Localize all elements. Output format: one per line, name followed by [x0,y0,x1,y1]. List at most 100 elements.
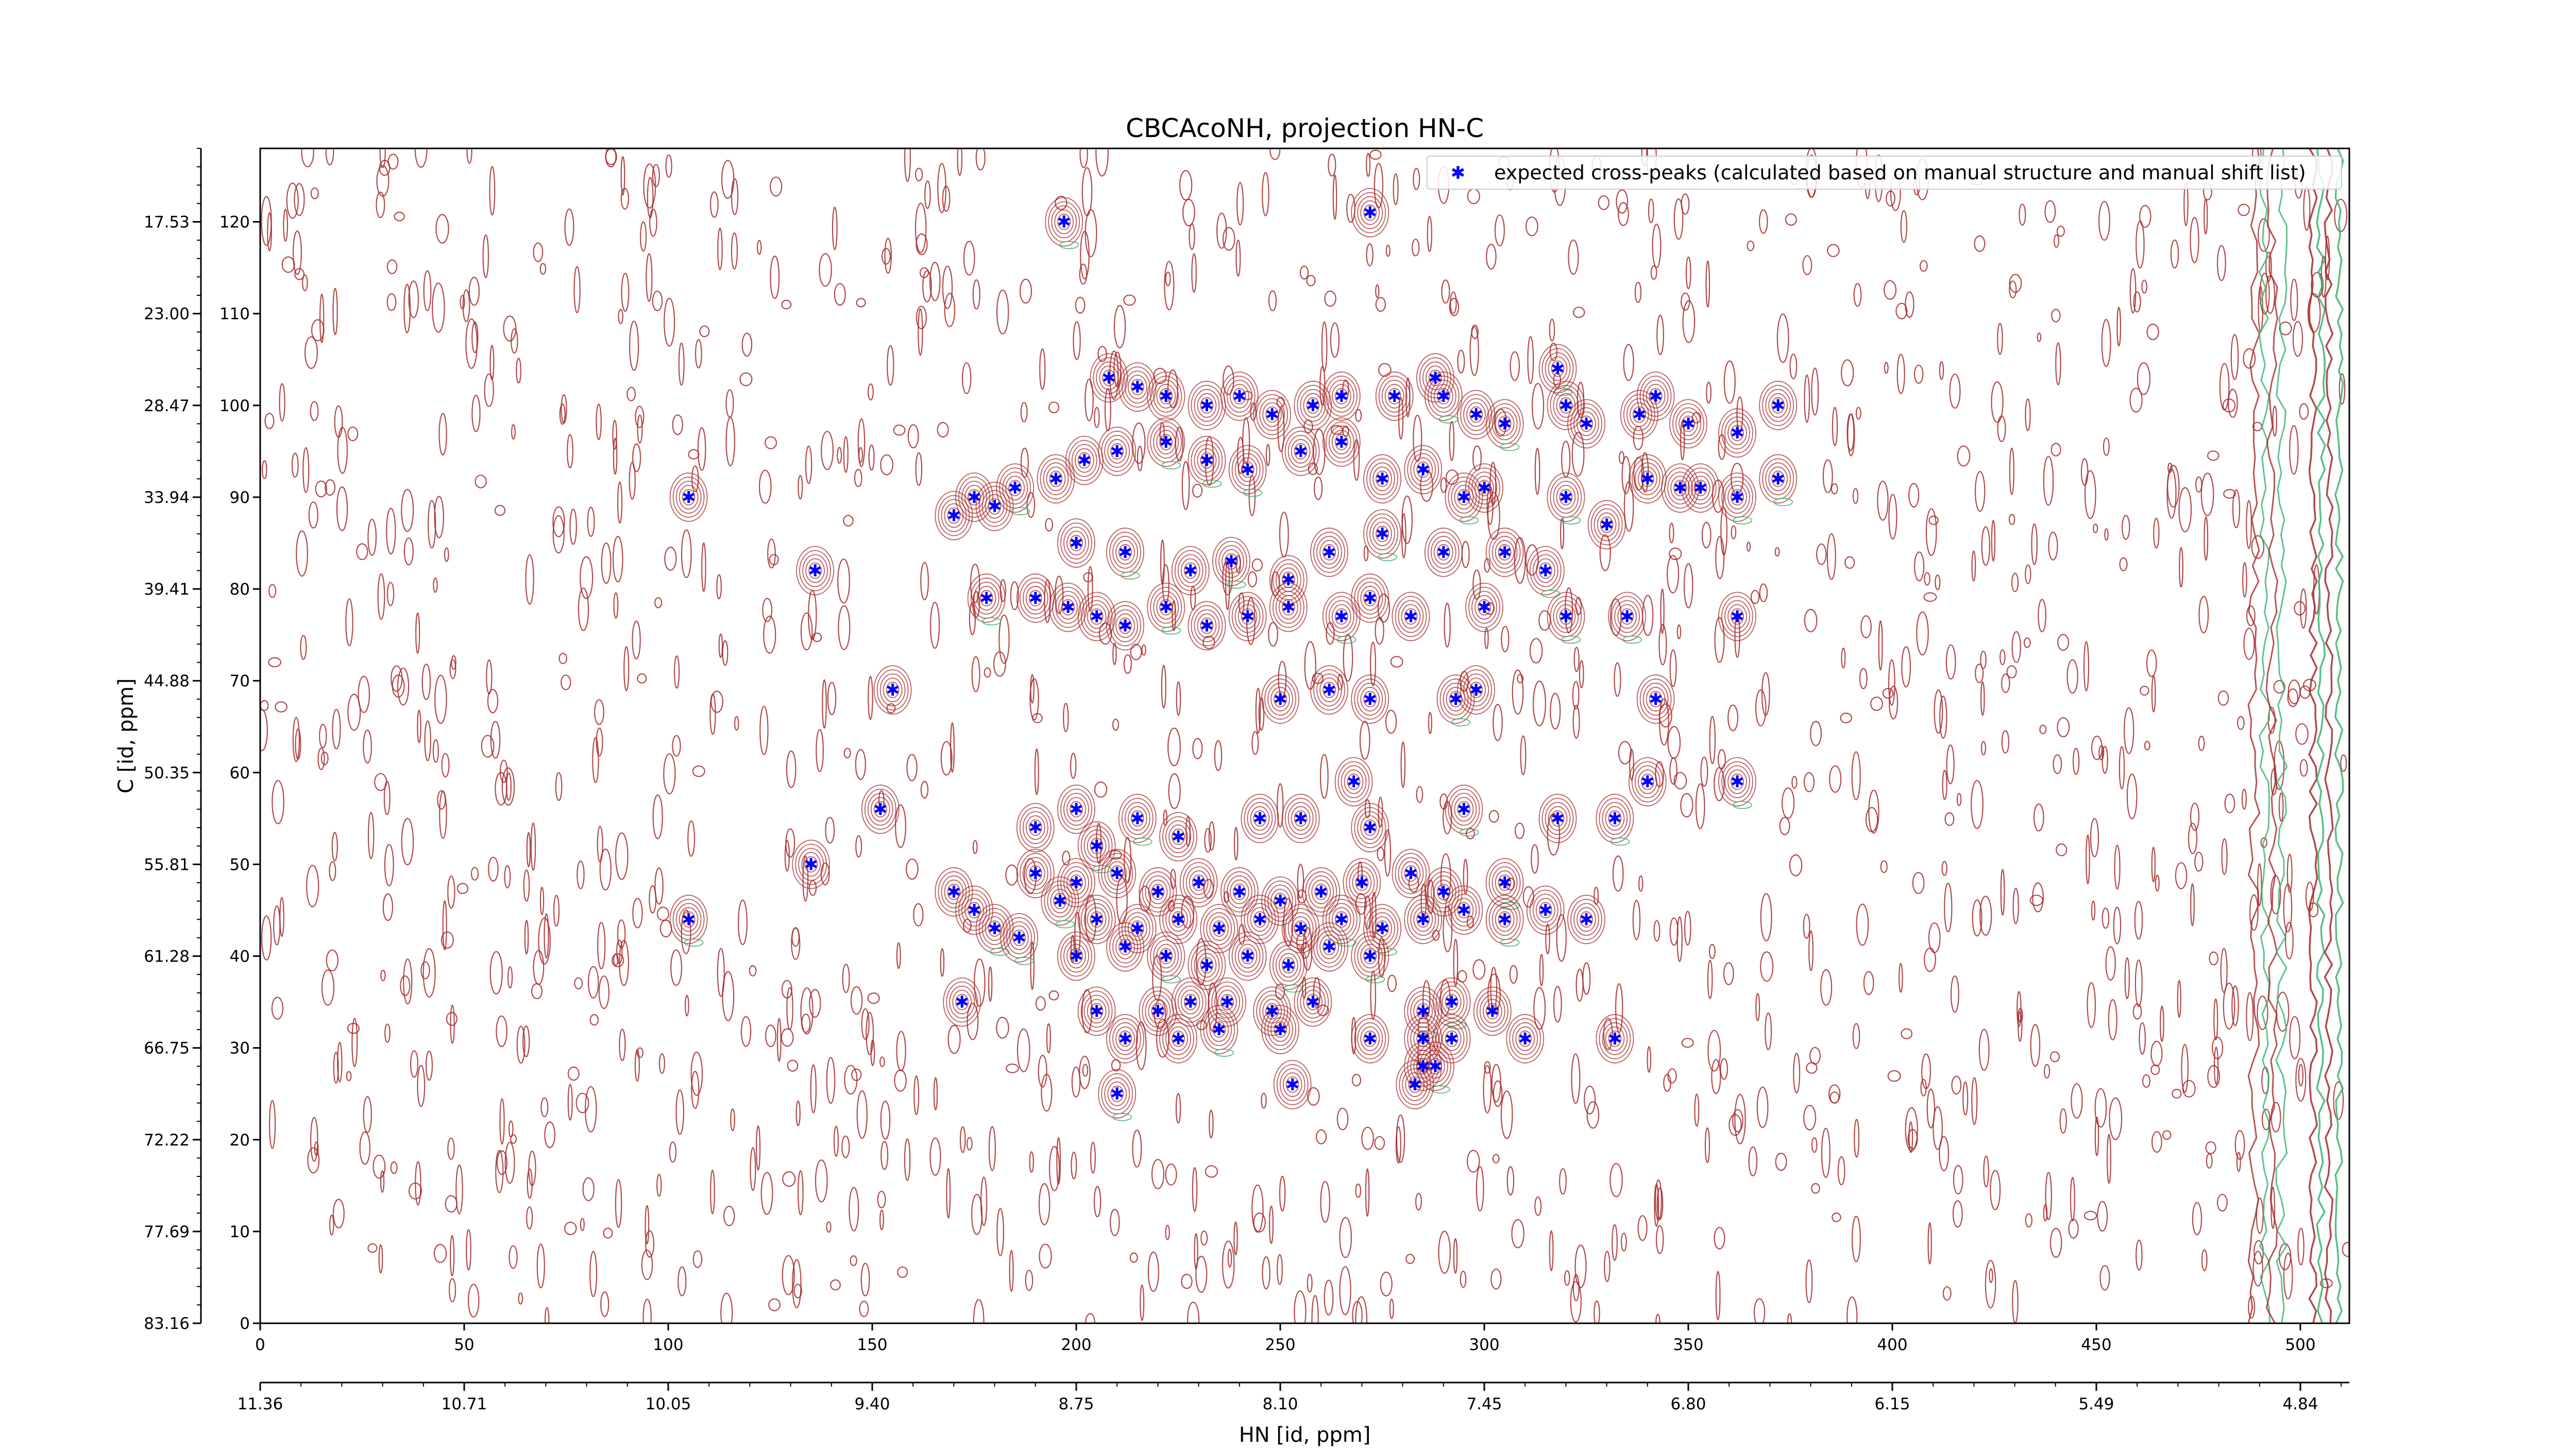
legend-label: expected cross-peaks (calculated based o… [1494,161,2306,184]
peak-marker: ✱ [1457,800,1471,819]
x-tick-label: 250 [1265,1336,1295,1354]
peak-marker: ✱ [1334,432,1348,452]
x-tick-label: 350 [1673,1336,1703,1354]
peak-marker: ✱ [1028,864,1042,883]
peak-marker: ✱ [1102,368,1116,387]
peak-marker: ✱ [988,497,1002,516]
peak-marker: ✱ [1232,882,1246,902]
peak-marker: ✱ [1416,1029,1430,1049]
peak-marker: ✱ [1130,919,1144,938]
x-ppm-tick-label: 8.75 [1058,1395,1094,1413]
x-ppm-tick-label: 7.45 [1466,1395,1502,1413]
peak-marker: ✱ [1172,909,1185,929]
peak-marker: ✱ [1416,1056,1430,1076]
peak-marker: ✱ [1498,909,1512,929]
peak-marker: ✱ [1559,606,1573,626]
peak-marker: ✱ [1608,1029,1622,1049]
peak-marker: ✱ [1118,616,1132,635]
peak-marker: ✱ [1640,772,1654,791]
peak-marker: ✱ [1274,1020,1287,1039]
peak-marker: ✱ [1457,487,1471,507]
peak-marker: ✱ [1620,606,1634,626]
peak-marker: ✱ [947,882,961,902]
x-tick-label: 500 [2285,1336,2315,1354]
peak-marker: ✱ [1334,909,1348,929]
peak-marker: ✱ [1159,598,1173,617]
y-ppm-tick-label: 33.94 [144,488,190,507]
peak-marker: ✱ [1294,808,1308,828]
peak-marker: ✱ [1151,1001,1165,1021]
peak-marker: ✱ [1404,864,1418,883]
peak-marker: ✱ [1436,386,1450,406]
peak-marker: ✱ [1498,873,1512,892]
peak-markers: ✱ ✱ ✱ ✱ ✱ ✱ ✱ ✱ ✱ ✱ ✱ ✱ ✱ ✱ ✱ ✱ ✱ ✱ ✱ ✱ ✱ ✱ ✱ ✱ ✱ ✱ ✱ ✱ ✱ ✱ ✱ ✱ ✱ ✱ ✱ ✱ ✱ ✱ ✱ ✱… [682,203,1785,1104]
peak-marker: ✱ [1159,432,1173,452]
peak-marker: ✱ [1363,1029,1377,1049]
legend-marker: ✱ [1451,163,1466,183]
peak-marker: ✱ [1538,561,1552,580]
peak-marker: ✱ [1110,864,1124,883]
peak-marker: ✱ [1580,414,1594,433]
x-tick-label: 100 [653,1336,683,1354]
y-ppm-tick-label: 77.69 [144,1223,190,1241]
y-ppm-tick-label: 23.00 [144,305,190,324]
axes: 0 50 100 150 200 250 300 350 400 450 500 0 10 20 30 40 5… [144,148,2349,1413]
peak-marker: ✱ [1070,947,1083,966]
y-axis-label: C [id, ppm] [114,678,138,794]
y-ppm-tick-label: 50.35 [144,764,190,782]
y-ppm-tick-label: 44.88 [144,672,190,690]
peak-marker: ✱ [1428,1056,1442,1076]
peak-marker: ✱ [1518,1029,1532,1049]
peak-marker: ✱ [1265,405,1279,425]
x-tick-label: 50 [454,1336,474,1354]
peak-marker: ✱ [1151,882,1165,902]
peak-marker: ✱ [1416,1001,1430,1021]
peak-marker: ✱ [1649,689,1663,709]
peak-marker: ✱ [1172,827,1185,847]
y-tick-label: 110 [219,305,250,324]
peak-marker: ✱ [1428,368,1442,387]
peak-marker: ✱ [1192,873,1206,892]
x-ppm-tick-label: 10.71 [442,1395,487,1413]
peak-marker: ✱ [1449,689,1463,709]
peak-marker: ✱ [804,854,818,874]
peak-marker: ✱ [1241,947,1255,966]
y-tick-label: 120 [219,213,250,232]
peak-marker: ✱ [1731,423,1744,443]
peak-marker: ✱ [1387,386,1401,406]
peak-marker: ✱ [1376,524,1389,544]
peak-marker: ✱ [1682,414,1696,433]
peak-marker: ✱ [1731,487,1744,507]
peak-marker: ✱ [1363,947,1377,966]
peak-marker: ✱ [682,909,696,929]
peak-marker: ✱ [1363,588,1377,608]
peak-marker: ✱ [1253,808,1267,828]
peak-marker: ✱ [1253,909,1267,929]
peak-marker: ✱ [1090,606,1104,626]
y-ppm-tick-label: 83.16 [144,1315,190,1333]
peak-marker: ✱ [1090,909,1104,929]
y-tick-label: 80 [230,580,250,599]
peak-marker: ✱ [1445,992,1459,1012]
peak-marker: ✱ [1265,1001,1279,1021]
peak-marker: ✱ [1012,928,1026,948]
x-tick-label: 450 [2081,1336,2111,1354]
peak-marker: ✱ [1771,396,1785,415]
peak-marker: ✱ [979,588,993,608]
peak-marker: ✱ [1408,1075,1422,1094]
peak-marker: ✱ [1498,543,1512,562]
peak-marker: ✱ [1376,919,1389,938]
peak-marker: ✱ [1731,606,1744,626]
y-ppm-tick-label: 17.53 [144,213,190,232]
peak-marker: ✱ [1334,386,1348,406]
peak-marker: ✱ [1118,1029,1132,1049]
peak-marker: ✱ [1478,478,1492,498]
peak-marker: ✱ [1212,919,1226,938]
peak-marker: ✱ [1294,442,1308,461]
peak-marker: ✱ [1363,818,1377,837]
peak-marker: ✱ [1306,396,1320,415]
peak-marker: ✱ [1436,882,1450,902]
y-ppm-tick-label: 55.81 [144,855,190,874]
